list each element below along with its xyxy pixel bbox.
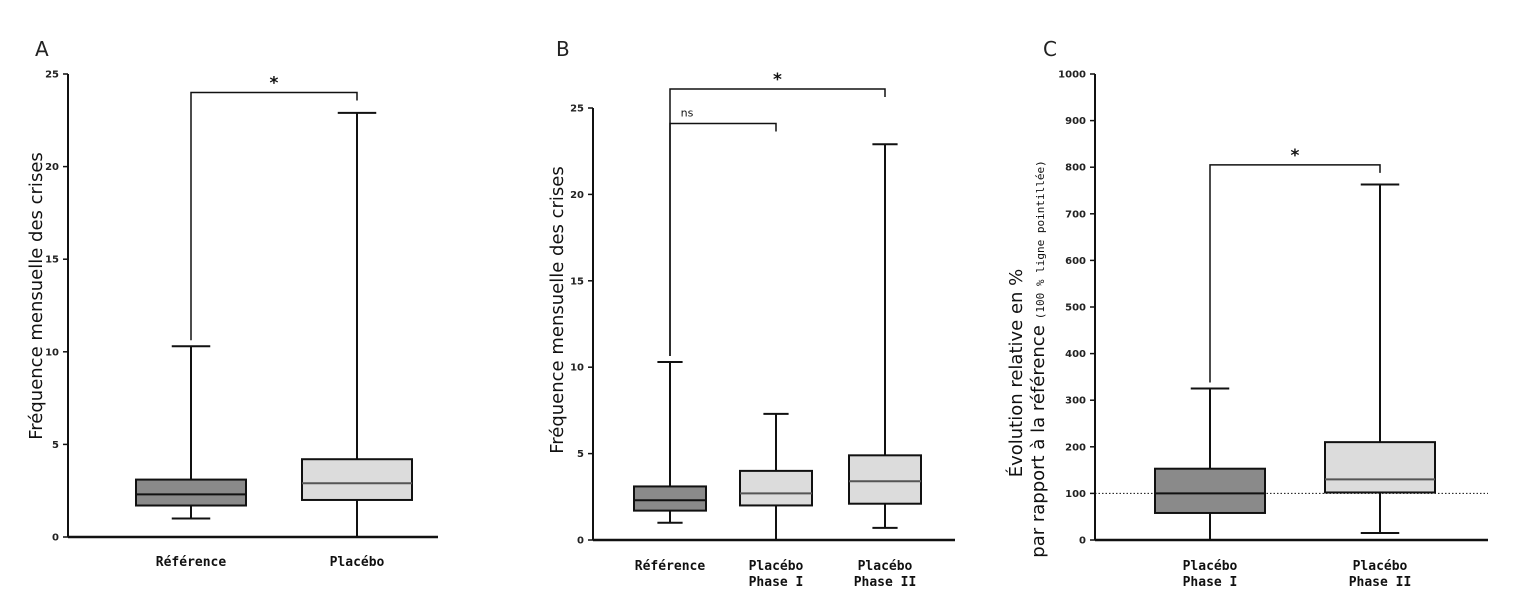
- x-category-label: Phase II: [854, 575, 917, 590]
- y-tick-label: 600: [1065, 256, 1086, 267]
- box-3: [848, 143, 922, 529]
- y-tick-label: 25: [45, 70, 59, 81]
- y-axis-label-line: par rapport à la référence: [1028, 325, 1049, 558]
- box-iqr: [301, 458, 413, 501]
- y-tick-label: 100: [1065, 489, 1086, 500]
- x-category-label: Placébo: [1183, 559, 1238, 574]
- y-tick-label: 5: [577, 449, 584, 460]
- significance-label: *: [270, 74, 279, 94]
- y-tick-label: 15: [45, 255, 59, 266]
- y-tick-label: 0: [1079, 536, 1086, 547]
- box-iqr: [633, 485, 707, 512]
- significance-bracket: *: [669, 70, 886, 357]
- box-2: [739, 412, 813, 540]
- panel-c: C 0 100 200 300 400 500 600 700 800 900 1000 Évoluti…: [1005, 37, 1488, 590]
- significance-bracket: ns: [669, 107, 777, 357]
- box-iqr: [739, 469, 813, 507]
- significance-bracket: *: [1209, 146, 1381, 383]
- significance-label: *: [773, 70, 782, 90]
- bracket-line: [1209, 164, 1381, 383]
- significance-bracket: *: [190, 74, 358, 341]
- y-tick-label: 400: [1065, 349, 1086, 360]
- x-category-label: Placébo: [1353, 559, 1408, 574]
- y-axis-label: Fréquence mensuelle des crises: [547, 166, 568, 454]
- bracket-line: [669, 88, 886, 357]
- y-tick-label: 5: [52, 440, 59, 451]
- x-category-label: Référence: [156, 555, 227, 570]
- panel-b: B 0 5 10 15 20 25 Fréquence mensuelle des crise…: [547, 37, 955, 590]
- y-tick-label: 20: [570, 190, 584, 201]
- x-category-label: Phase I: [749, 575, 804, 590]
- bracket-line: [669, 122, 777, 357]
- y-tick-label: 20: [45, 162, 59, 173]
- bracket-line: [190, 91, 358, 341]
- y-tick-label: 900: [1065, 116, 1086, 127]
- box-1: [1154, 387, 1266, 540]
- y-tick-label: 25: [570, 104, 584, 115]
- box-iqr: [848, 454, 922, 505]
- x-category-label: Phase II: [1349, 575, 1412, 590]
- x-category-label: Phase I: [1183, 575, 1238, 590]
- y-tick-label: 0: [577, 536, 584, 547]
- panel-label: A: [35, 37, 49, 61]
- y-tick-label: 300: [1065, 396, 1086, 407]
- x-category-label: Référence: [635, 559, 706, 574]
- y-tick-label: 200: [1065, 442, 1086, 453]
- y-axis-label-note: (100 % ligne pointillée): [1034, 160, 1047, 319]
- y-axis-label: Évolution relative en %par rapport à la …: [1005, 160, 1049, 557]
- y-axis-label: Fréquence mensuelle des crises: [26, 152, 47, 440]
- x-category-label: Placébo: [749, 559, 804, 574]
- panel-a: A 0 5 10 15 20 25 Fréquence mensuelle des crise…: [26, 37, 438, 570]
- y-tick-label: 700: [1065, 209, 1086, 220]
- significance-label: ns: [681, 107, 694, 120]
- box-1: [633, 361, 707, 524]
- y-tick-label: 15: [570, 276, 584, 287]
- y-tick-label: 0: [52, 533, 59, 544]
- box-2: [301, 111, 413, 537]
- y-tick-label: 10: [45, 347, 59, 358]
- y-tick-label: 500: [1065, 303, 1086, 314]
- y-tick-label: 800: [1065, 163, 1086, 174]
- x-category-label: Placébo: [330, 555, 385, 570]
- box-iqr: [1324, 441, 1436, 494]
- x-category-label: Placébo: [858, 559, 913, 574]
- y-tick-label: 1000: [1058, 70, 1086, 81]
- panel-label: C: [1043, 37, 1057, 61]
- box-1: [135, 345, 247, 520]
- box-iqr: [135, 478, 247, 507]
- box-iqr: [1154, 467, 1266, 514]
- y-axis-label-line: Évolution relative en %: [1005, 269, 1027, 478]
- box-2: [1324, 183, 1436, 535]
- panel-label: B: [556, 37, 570, 61]
- significance-label: *: [1291, 146, 1300, 166]
- y-tick-label: 10: [570, 363, 584, 374]
